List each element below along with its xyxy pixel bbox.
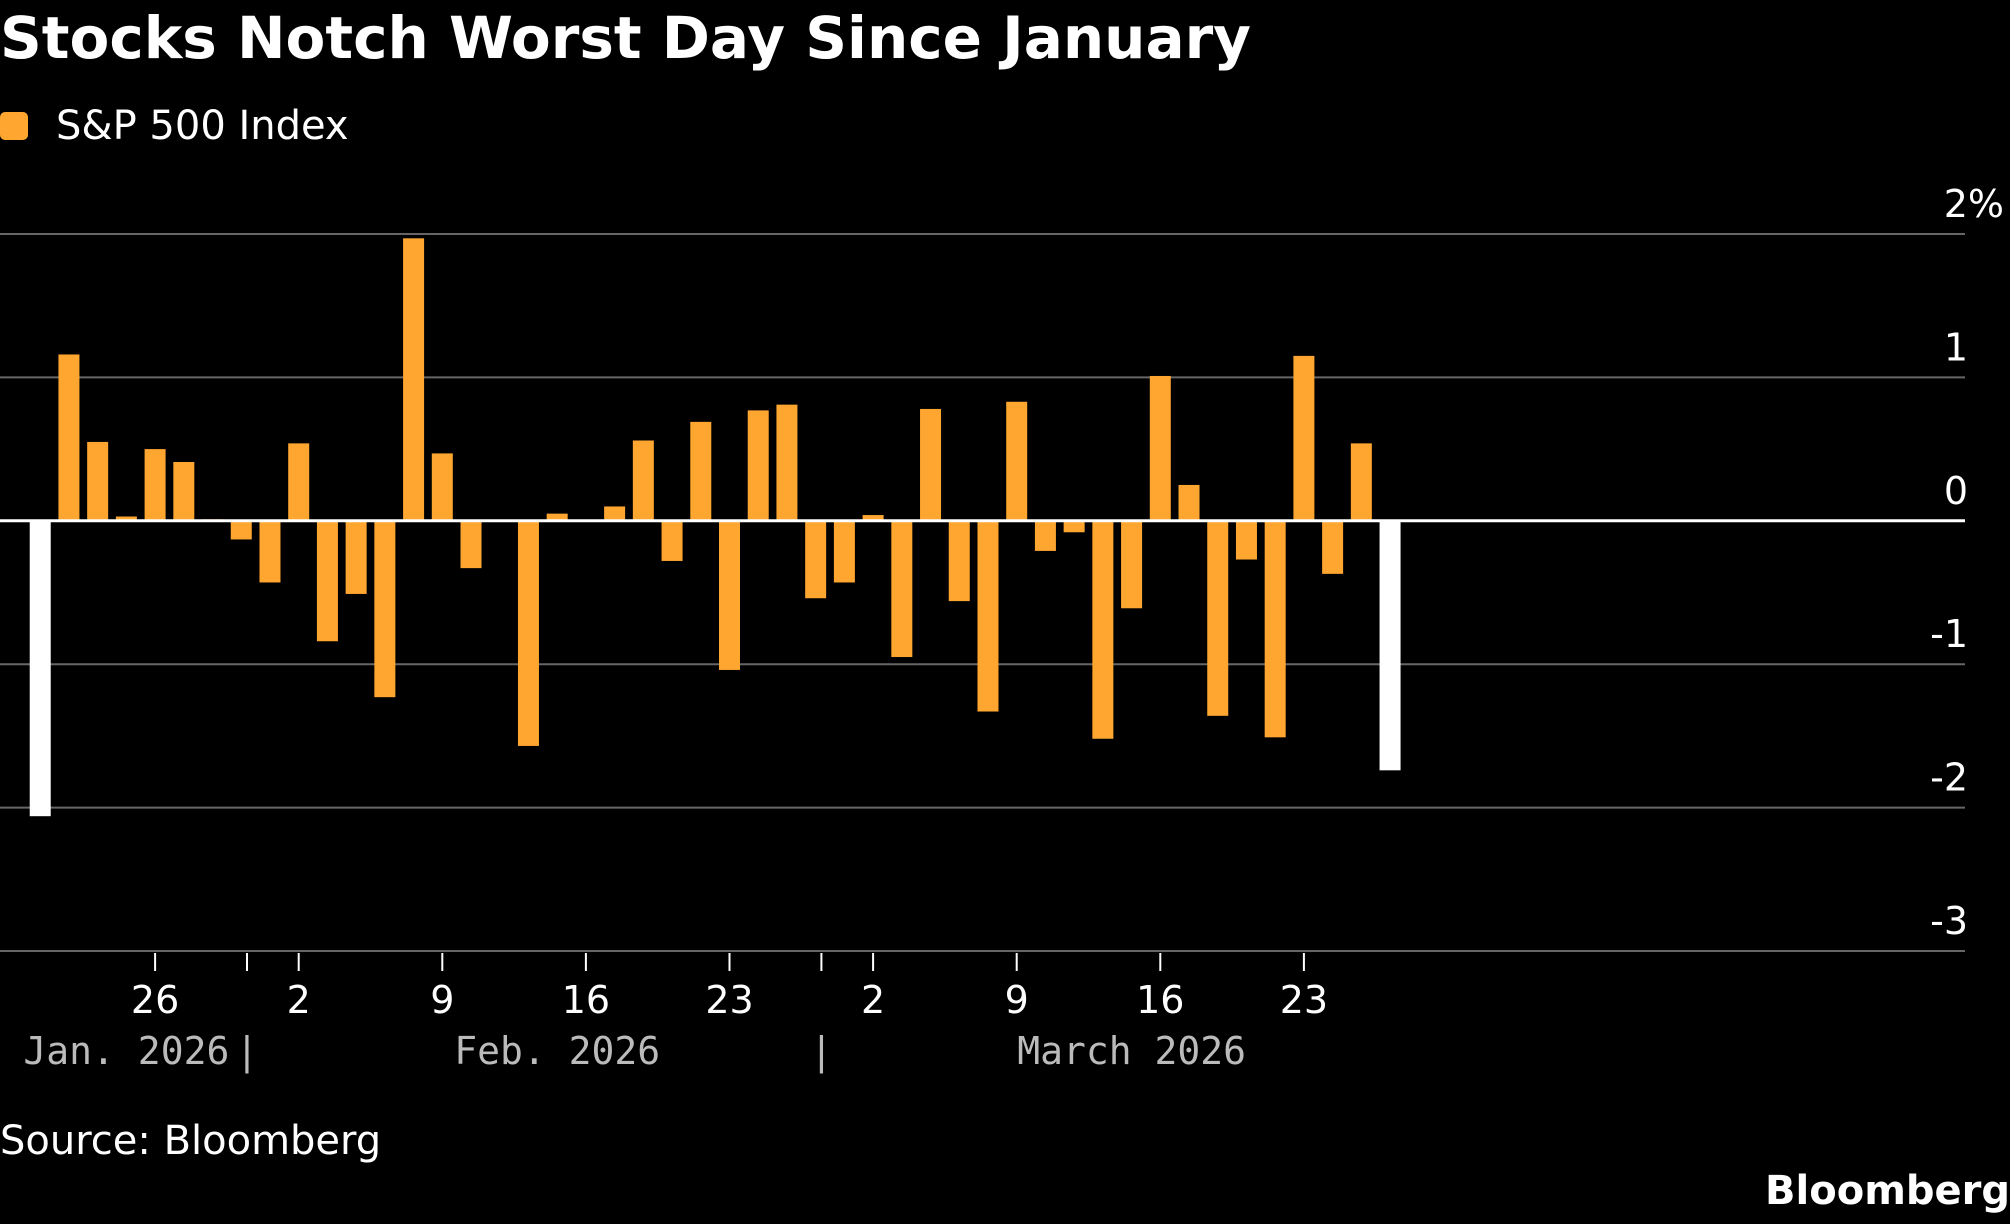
bar bbox=[977, 520, 999, 712]
bar bbox=[1264, 520, 1286, 738]
bar bbox=[517, 520, 539, 746]
month-label: March 2026 bbox=[1017, 1029, 1246, 1073]
y-tick-label: -1 bbox=[1930, 612, 1968, 656]
month-label: Feb. 2026 bbox=[454, 1029, 660, 1073]
bar bbox=[690, 421, 712, 521]
x-tick-label: 9 bbox=[430, 978, 454, 1022]
bar bbox=[948, 520, 970, 602]
bar bbox=[546, 513, 568, 521]
y-tick-label: 1 bbox=[1944, 325, 1968, 369]
bar bbox=[604, 506, 626, 521]
x-tick-label: 9 bbox=[1005, 978, 1029, 1022]
bar bbox=[1322, 520, 1344, 574]
bar bbox=[1006, 401, 1028, 521]
bar bbox=[374, 520, 396, 698]
y-tick-label: -2 bbox=[1930, 756, 1968, 800]
x-tick-label: 16 bbox=[1136, 978, 1184, 1022]
bar bbox=[259, 520, 281, 583]
bar-highlight bbox=[1379, 520, 1401, 771]
bar bbox=[1034, 520, 1056, 551]
bar bbox=[747, 410, 769, 521]
bar bbox=[632, 440, 654, 521]
bar bbox=[115, 516, 137, 521]
month-label: Jan. 2026 bbox=[23, 1029, 229, 1073]
bar bbox=[719, 520, 740, 670]
bar bbox=[230, 520, 252, 540]
bar bbox=[288, 443, 310, 521]
bar bbox=[345, 520, 367, 594]
bar bbox=[1063, 520, 1085, 533]
month-separator: | bbox=[236, 1029, 259, 1074]
bar bbox=[144, 449, 166, 521]
bar bbox=[1350, 443, 1372, 521]
chart-title: Stocks Notch Worst Day Since January bbox=[0, 4, 1251, 72]
bar bbox=[1092, 520, 1114, 739]
bar bbox=[833, 520, 855, 583]
bar bbox=[87, 441, 109, 521]
bar bbox=[776, 404, 798, 521]
bar bbox=[661, 520, 683, 561]
month-separator: | bbox=[810, 1029, 833, 1074]
x-tick-label: 16 bbox=[562, 978, 610, 1022]
x-tick-label: 23 bbox=[705, 978, 753, 1022]
bar bbox=[1178, 484, 1200, 521]
bar bbox=[431, 453, 453, 521]
x-tick-label: 2 bbox=[287, 978, 311, 1022]
bar bbox=[403, 238, 425, 521]
bar bbox=[316, 520, 338, 642]
bar bbox=[1121, 520, 1143, 609]
bar bbox=[920, 408, 942, 521]
bar bbox=[1235, 520, 1257, 560]
y-tick-label: -3 bbox=[1930, 899, 1968, 943]
y-tick-label: 0 bbox=[1944, 469, 1968, 513]
bloomberg-logo: Bloomberg bbox=[1765, 1168, 2010, 1214]
bar bbox=[862, 515, 884, 521]
x-tick-label: 26 bbox=[131, 978, 179, 1022]
legend: S&P 500 Index bbox=[0, 103, 349, 149]
bar bbox=[58, 354, 80, 521]
x-tick-label: 23 bbox=[1280, 978, 1328, 1022]
bar bbox=[1149, 375, 1171, 521]
bar bbox=[1293, 355, 1315, 521]
legend-swatch bbox=[0, 112, 28, 140]
bar bbox=[460, 520, 482, 569]
legend-label: S&P 500 Index bbox=[56, 103, 349, 149]
x-tick-label: 2 bbox=[861, 978, 885, 1022]
bar bbox=[1207, 520, 1229, 716]
bar bbox=[891, 520, 913, 658]
y-tick-label: 2% bbox=[1944, 182, 2004, 226]
bar bbox=[173, 462, 195, 521]
bar bbox=[805, 520, 827, 599]
source-note: Source: Bloomberg bbox=[0, 1118, 382, 1164]
bar-highlight bbox=[29, 520, 51, 817]
